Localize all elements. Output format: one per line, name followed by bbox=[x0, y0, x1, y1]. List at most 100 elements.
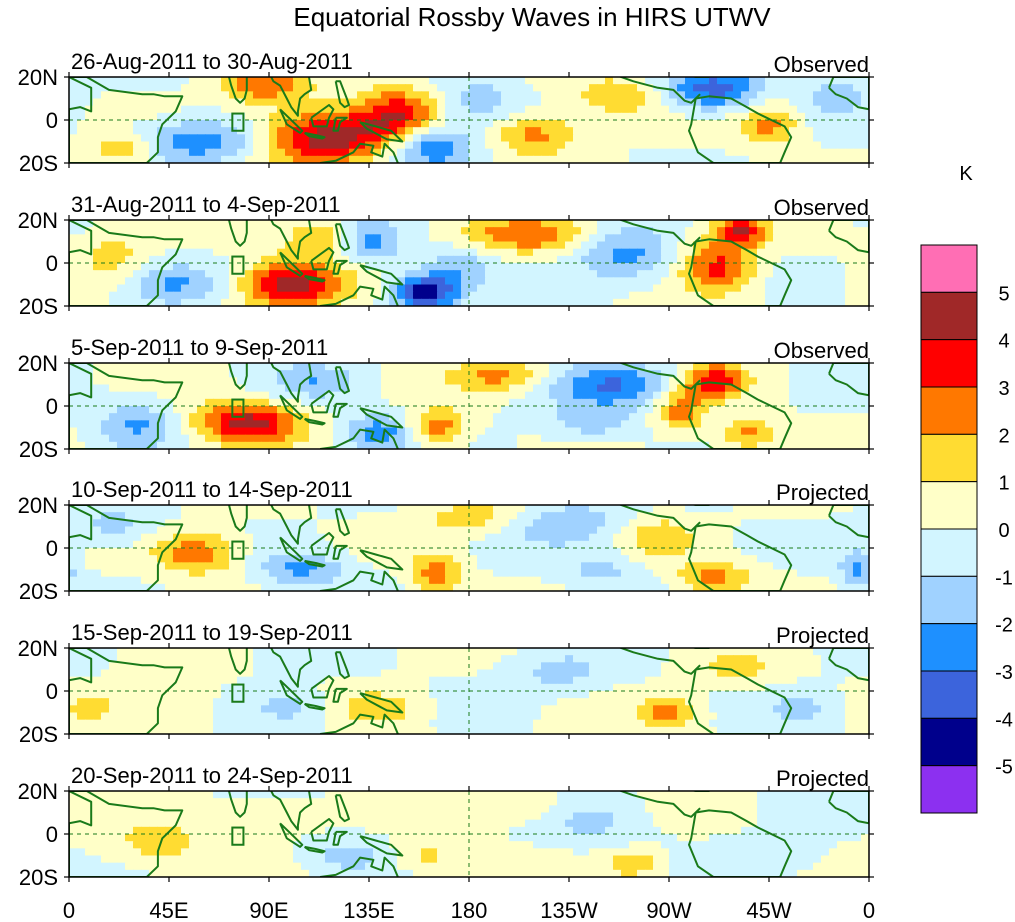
field-cell bbox=[325, 227, 334, 235]
field-cell bbox=[853, 141, 862, 150]
field-cell bbox=[821, 155, 830, 163]
field-cell bbox=[221, 377, 230, 386]
field-cell bbox=[301, 241, 310, 250]
field-cell bbox=[173, 526, 182, 535]
field-cell bbox=[125, 298, 134, 306]
field-cell bbox=[173, 562, 182, 571]
field-cell bbox=[269, 370, 278, 378]
field-cell bbox=[573, 434, 582, 443]
field-cell bbox=[637, 255, 646, 264]
field-cell bbox=[781, 569, 790, 578]
field-cell bbox=[685, 234, 694, 243]
field-cell bbox=[341, 441, 350, 449]
field-cell bbox=[509, 127, 518, 135]
field-cell bbox=[85, 505, 94, 513]
field-cell bbox=[845, 134, 854, 143]
field-cell bbox=[853, 277, 862, 286]
field-cell bbox=[213, 505, 222, 513]
field-cell bbox=[789, 555, 798, 563]
field-cell bbox=[341, 533, 350, 542]
field-cell bbox=[637, 391, 646, 400]
field-cell bbox=[341, 84, 350, 92]
field-cell bbox=[485, 284, 494, 293]
field-cell bbox=[493, 583, 502, 591]
field-cell bbox=[501, 406, 510, 414]
field-cell bbox=[109, 512, 118, 520]
field-cell bbox=[837, 270, 846, 278]
field-cell bbox=[661, 248, 670, 257]
field-cell bbox=[533, 526, 542, 535]
field-cell bbox=[301, 427, 310, 436]
field-cell bbox=[293, 377, 302, 386]
field-cell bbox=[445, 277, 454, 286]
field-cell bbox=[493, 569, 502, 578]
field-cell bbox=[101, 98, 110, 107]
field-cell bbox=[421, 512, 430, 520]
field-cell bbox=[773, 505, 782, 513]
field-cell bbox=[293, 512, 302, 520]
field-cell bbox=[397, 569, 406, 578]
field-cell bbox=[421, 413, 430, 421]
field-cell bbox=[813, 526, 822, 535]
field-cell bbox=[677, 434, 686, 443]
coastline bbox=[310, 104, 335, 128]
field-cell bbox=[549, 391, 558, 400]
field-cell bbox=[829, 540, 838, 549]
field-cell bbox=[685, 576, 694, 585]
field-cell bbox=[709, 127, 718, 135]
field-cell bbox=[789, 91, 798, 100]
field-cell bbox=[301, 583, 310, 591]
field-cell bbox=[621, 555, 630, 563]
field-cell bbox=[821, 519, 830, 528]
field-cell bbox=[141, 120, 150, 128]
field-cell bbox=[533, 562, 542, 571]
field-cell bbox=[493, 227, 502, 235]
field-cell bbox=[517, 227, 526, 235]
field-cell bbox=[157, 241, 166, 250]
field-cell bbox=[277, 134, 286, 143]
field-cell bbox=[781, 120, 790, 128]
field-cell bbox=[141, 505, 150, 513]
field-cell bbox=[189, 255, 198, 264]
field-cell bbox=[429, 248, 438, 257]
field-cell bbox=[653, 77, 662, 85]
field-cell bbox=[197, 370, 206, 378]
field-cell bbox=[437, 98, 446, 107]
field-cell bbox=[421, 519, 430, 528]
field-cell bbox=[541, 141, 550, 150]
field-cell bbox=[773, 413, 782, 421]
field-cell bbox=[669, 270, 678, 278]
field-cell bbox=[749, 583, 758, 591]
field-cell bbox=[453, 248, 462, 257]
field-cell bbox=[557, 363, 566, 371]
field-cell bbox=[861, 391, 869, 400]
field-cell bbox=[613, 84, 622, 92]
field-cell bbox=[357, 384, 366, 393]
field-cell bbox=[157, 141, 166, 150]
field-cell bbox=[261, 526, 270, 535]
field-cell bbox=[789, 569, 798, 578]
field-cell bbox=[733, 434, 742, 443]
field-cell bbox=[693, 255, 702, 264]
field-cell bbox=[269, 406, 278, 414]
field-cell bbox=[853, 555, 862, 563]
field-cell bbox=[165, 526, 174, 535]
field-cell bbox=[677, 248, 686, 257]
field-cell bbox=[749, 77, 758, 85]
field-cell bbox=[765, 112, 774, 121]
field-cell bbox=[693, 155, 702, 163]
field-cell bbox=[541, 77, 550, 85]
field-cell bbox=[573, 384, 582, 393]
field-cell bbox=[461, 298, 470, 306]
field-cell bbox=[797, 555, 806, 563]
field-cell bbox=[477, 112, 486, 121]
field-cell bbox=[861, 569, 869, 578]
field-cell bbox=[725, 141, 734, 150]
field-cell bbox=[653, 505, 662, 513]
field-cell bbox=[781, 270, 790, 278]
field-cell bbox=[637, 270, 646, 278]
field-cell bbox=[773, 77, 782, 85]
field-cell bbox=[613, 220, 622, 228]
field-cell bbox=[741, 120, 750, 128]
field-cell bbox=[69, 77, 78, 85]
